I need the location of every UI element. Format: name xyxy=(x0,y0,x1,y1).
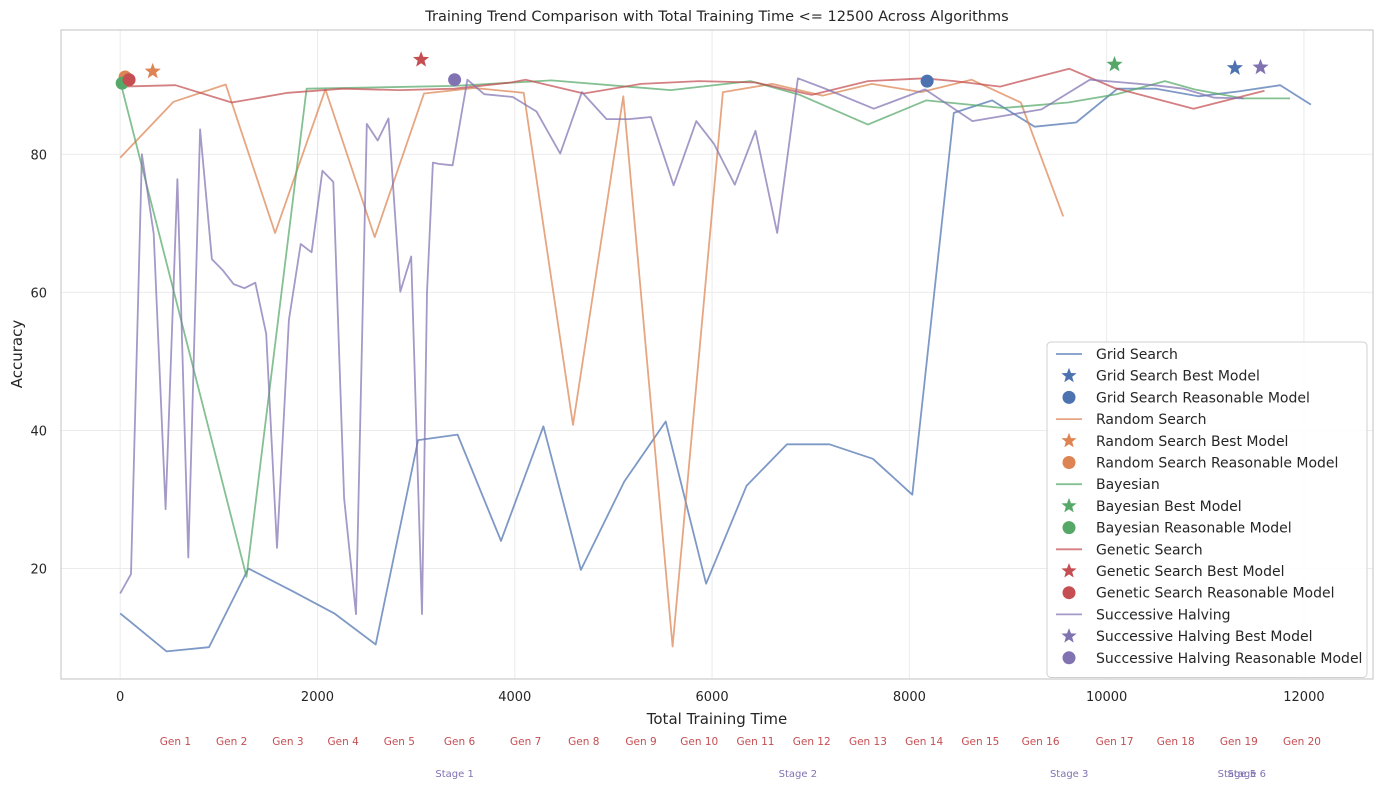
y-tick-labels: 20 40 60 80 xyxy=(30,148,47,577)
best-model-marker-grid-search xyxy=(1226,59,1243,75)
generation-label: Gen 7 xyxy=(510,736,541,748)
legend-entry-label: Bayesian Best Model xyxy=(1096,499,1242,515)
y-tick-label: 60 xyxy=(30,286,47,301)
x-tick-label: 12000 xyxy=(1283,690,1324,705)
generation-label: Gen 2 xyxy=(216,736,247,748)
generation-label: Gen 15 xyxy=(961,736,999,748)
reasonable-model-marker-successive-halving xyxy=(448,73,462,87)
legend-entry-label: Genetic Search Reasonable Model xyxy=(1096,586,1335,602)
generation-label: Gen 14 xyxy=(905,736,943,748)
legend: Grid Search Grid Search Best Model Grid Se… xyxy=(1046,341,1368,678)
y-axis-label: Accuracy xyxy=(8,320,26,389)
legend-star-swatch xyxy=(1061,497,1077,513)
legend-entry-label: Grid Search Best Model xyxy=(1096,369,1260,385)
generation-label: Gen 13 xyxy=(849,736,887,748)
generation-labels: Gen 1 Gen 2 Gen 3 Gen 4 Gen 5 Gen 6 Gen 7 Gen 8… xyxy=(160,736,1321,748)
stage-label: Stage 1 xyxy=(435,769,473,780)
generation-label: Gen 18 xyxy=(1157,736,1195,748)
legend-circle-swatch xyxy=(1062,456,1076,469)
series-line-genetic-search xyxy=(120,67,1265,110)
stage-label: Stage 2 xyxy=(779,769,817,780)
generation-label: Gen 9 xyxy=(625,736,656,748)
reasonable-model-marker-grid-search xyxy=(920,74,934,88)
best-model-marker-random-search xyxy=(144,62,161,79)
legend-star-swatch xyxy=(1061,628,1077,643)
series-line-grid-search xyxy=(119,84,1312,653)
x-axis-label: Total Training Time xyxy=(646,710,787,728)
legend-entry-label: Random Search xyxy=(1096,412,1207,428)
legend-star-swatch xyxy=(1061,367,1077,383)
x-tick-label: 8000 xyxy=(893,690,926,705)
best-model-marker-genetic-search xyxy=(413,51,430,67)
generation-label: Gen 20 xyxy=(1283,736,1321,748)
legend-entry-label: Grid Search xyxy=(1096,347,1178,363)
best-model-marker-successive-halving xyxy=(1252,58,1269,75)
series-group xyxy=(119,67,1312,653)
chart-title: Training Trend Comparison with Total Tra… xyxy=(424,9,1008,25)
generation-label: Gen 16 xyxy=(1022,736,1060,748)
legend-star-swatch xyxy=(1061,432,1077,448)
generation-label: Gen 4 xyxy=(327,736,359,748)
y-tick-label: 40 xyxy=(30,424,47,439)
reasonable-model-marker-genetic-search xyxy=(122,73,136,87)
legend-circle-swatch xyxy=(1062,521,1076,535)
legend-circle-swatch xyxy=(1062,390,1076,404)
legend-box xyxy=(1046,341,1368,678)
best-model-marker-bayesian xyxy=(1106,56,1123,72)
legend-entry-label: Random Search Reasonable Model xyxy=(1096,456,1338,472)
generation-label: Gen 11 xyxy=(736,736,774,748)
legend-entry-label: Bayesian Reasonable Model xyxy=(1096,521,1292,537)
legend-entry-label: Successive Halving Reasonable Model xyxy=(1096,651,1362,667)
legend-entry-label: Genetic Search Best Model xyxy=(1096,564,1285,580)
stage-label: Stage 5 xyxy=(1218,769,1256,780)
legend-entry-label: Genetic Search xyxy=(1096,542,1203,558)
legend-entry-label: Successive Halving xyxy=(1096,607,1231,623)
y-tick-label: 80 xyxy=(30,148,47,163)
legend-star-swatch xyxy=(1061,563,1077,578)
legend-entry-label: Bayesian xyxy=(1096,477,1160,493)
generation-label: Gen 17 xyxy=(1096,736,1134,748)
legend-circle-swatch xyxy=(1062,651,1076,665)
marker-group xyxy=(115,51,1269,90)
x-tick-label: 10000 xyxy=(1086,690,1127,705)
series-line-bayesian xyxy=(119,79,1291,578)
y-tick-label: 20 xyxy=(30,563,47,578)
generation-label: Gen 1 xyxy=(160,736,191,748)
legend-circle-swatch xyxy=(1062,586,1076,600)
generation-label: Gen 10 xyxy=(680,736,718,748)
x-tick-label: 2000 xyxy=(301,690,334,705)
series-line-random-search xyxy=(119,78,1065,648)
stage-label: Stage 3 xyxy=(1050,769,1088,780)
legend-entry-label: Successive Halving Best Model xyxy=(1096,629,1312,645)
x-tick-label: 6000 xyxy=(696,690,729,705)
generation-label: Gen 3 xyxy=(272,736,303,748)
series-line-successive-halving xyxy=(119,77,1244,615)
generation-label: Gen 8 xyxy=(568,736,599,748)
generation-label: Gen 19 xyxy=(1220,736,1258,748)
generation-label: Gen 5 xyxy=(384,736,415,748)
generation-label: Gen 12 xyxy=(793,736,831,748)
generation-label: Gen 6 xyxy=(444,736,476,748)
stage-label: Stage 6 xyxy=(1228,769,1266,780)
x-tick-label: 4000 xyxy=(498,690,531,705)
x-tick-label: 0 xyxy=(116,690,124,705)
legend-entry-label: Random Search Best Model xyxy=(1096,434,1288,450)
plot-frame xyxy=(60,29,1374,680)
x-tick-labels: 0 2000 4000 6000 8000 10000 12000 xyxy=(116,690,1325,705)
legend-entry-label: Grid Search Reasonable Model xyxy=(1096,390,1310,406)
